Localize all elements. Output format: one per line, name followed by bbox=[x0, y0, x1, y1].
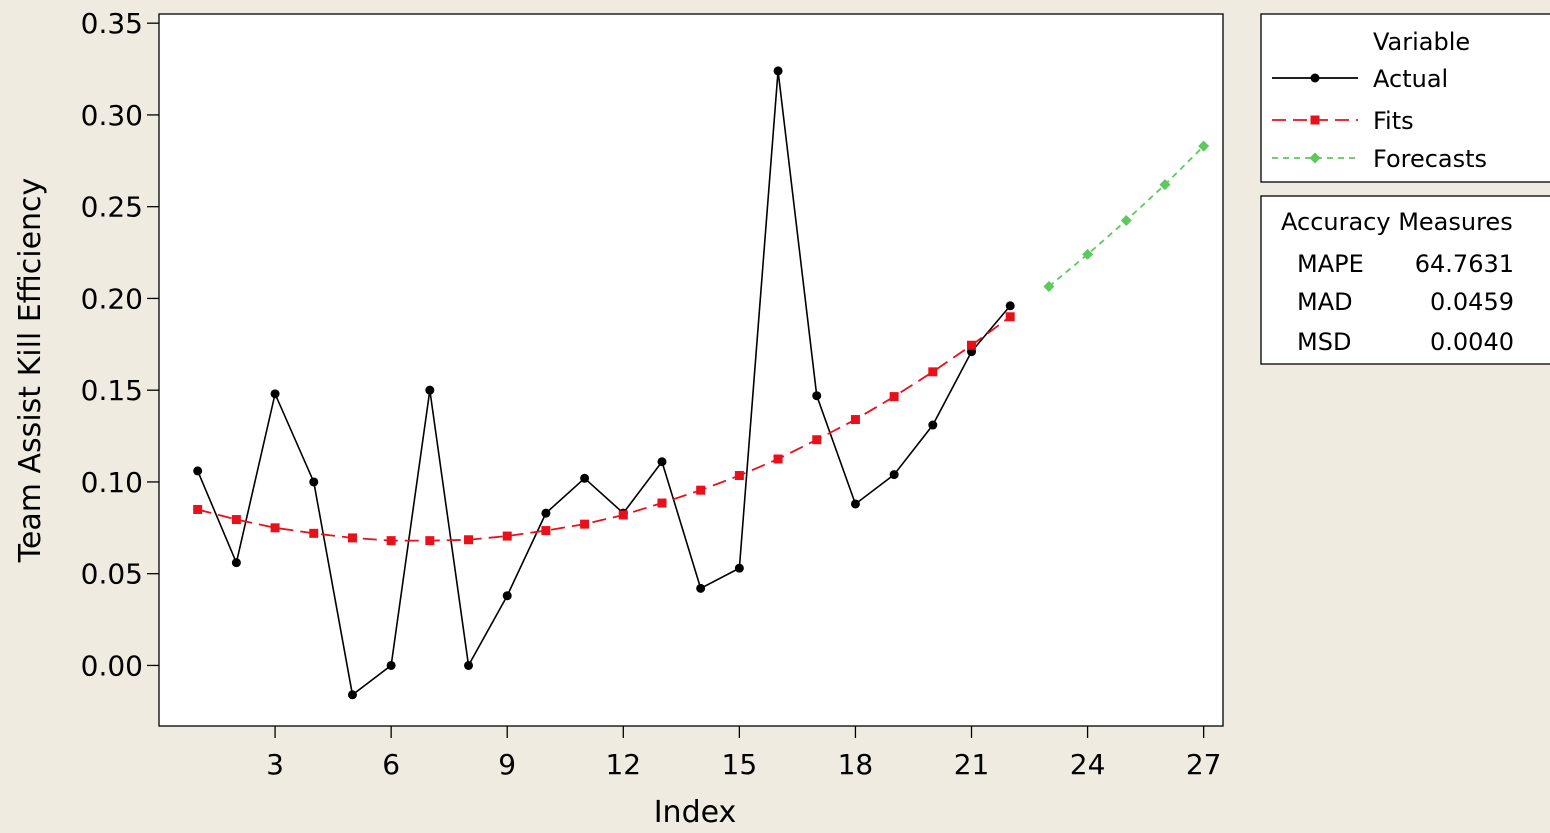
plot-area bbox=[158, 13, 1224, 727]
actual-point bbox=[580, 473, 590, 483]
fits-point bbox=[386, 536, 396, 546]
x-tick-label: 12 bbox=[605, 748, 641, 781]
legend-entries: Actual Fits Forecasts bbox=[1272, 65, 1487, 173]
fits-point bbox=[347, 533, 357, 543]
forecasts-point bbox=[1043, 281, 1055, 293]
y-tick-label: 0.25 bbox=[81, 191, 143, 224]
fits-point bbox=[734, 471, 744, 481]
mape-label: MAPE bbox=[1297, 250, 1364, 278]
legend-marker-actual bbox=[1310, 73, 1320, 83]
fits-point bbox=[657, 498, 667, 508]
y-axis-label: Team Assist Kill Efficiency bbox=[13, 178, 48, 564]
fits-point bbox=[850, 415, 860, 425]
legend-label-forecasts: Forecasts bbox=[1373, 145, 1487, 173]
y-tick-label: 0.20 bbox=[81, 282, 143, 315]
actual-point bbox=[231, 558, 241, 568]
y-tick-label: 0.30 bbox=[81, 99, 143, 132]
fits-point bbox=[889, 392, 899, 402]
fits-point bbox=[696, 485, 706, 495]
actual-point bbox=[889, 470, 899, 480]
actual-point bbox=[386, 660, 396, 670]
forecasts-series bbox=[1043, 140, 1210, 293]
actual-point bbox=[425, 385, 435, 395]
actual-point bbox=[1005, 301, 1015, 311]
y-tick-label: 0.00 bbox=[81, 649, 143, 682]
actual-point bbox=[773, 66, 783, 76]
mad-value: 0.0459 bbox=[1430, 288, 1514, 316]
legend-box bbox=[1260, 13, 1550, 183]
y-tick-label: 0.05 bbox=[81, 558, 143, 591]
fits-point bbox=[541, 526, 551, 536]
legend-marker-fits bbox=[1310, 115, 1320, 125]
y-axis: 0.00 0.05 0.10 0.15 0.20 0.25 0.30 0.35 bbox=[81, 7, 159, 682]
fits-point bbox=[425, 536, 435, 546]
actual-point bbox=[347, 690, 357, 700]
accuracy-measures: Accuracy Measures MAPE 64.7631 MAD 0.045… bbox=[1260, 195, 1550, 365]
fits-point bbox=[618, 510, 628, 520]
actual-point bbox=[734, 563, 744, 573]
fits-point bbox=[1005, 312, 1015, 322]
msd-label: MSD bbox=[1297, 328, 1351, 356]
y-tick-label: 0.15 bbox=[81, 374, 143, 407]
fits-point bbox=[812, 435, 822, 445]
x-tick-label: 24 bbox=[1070, 748, 1106, 781]
x-axis-label: Index bbox=[654, 795, 737, 829]
x-tick-label: 6 bbox=[382, 748, 400, 781]
fits-point bbox=[773, 454, 783, 464]
fits-point bbox=[270, 523, 280, 533]
actual-point bbox=[850, 499, 860, 509]
actual-point bbox=[464, 660, 474, 670]
msd-value: 0.0040 bbox=[1430, 328, 1514, 356]
legend-label-actual: Actual bbox=[1373, 65, 1448, 93]
forecasts-point bbox=[1120, 214, 1132, 226]
x-tick-label: 3 bbox=[266, 748, 284, 781]
actual-point bbox=[812, 391, 822, 401]
legend-item-actual: Actual bbox=[1272, 65, 1448, 93]
mad-label: MAD bbox=[1297, 288, 1353, 316]
x-tick-label: 21 bbox=[954, 748, 990, 781]
legend-marker-forecasts bbox=[1309, 152, 1321, 164]
actual-point bbox=[309, 477, 319, 487]
fits-point bbox=[193, 504, 203, 514]
legend-title: Variable bbox=[1373, 28, 1470, 56]
y-tick-label: 0.35 bbox=[81, 7, 143, 40]
accuracy-title: Accuracy Measures bbox=[1281, 208, 1513, 236]
x-tick-label: 9 bbox=[498, 748, 516, 781]
mape-value: 64.7631 bbox=[1415, 250, 1514, 278]
actual-point bbox=[193, 466, 203, 476]
actual-point bbox=[696, 583, 706, 593]
fits-point bbox=[928, 367, 938, 377]
x-tick-label: 27 bbox=[1186, 748, 1222, 781]
actual-point bbox=[270, 389, 280, 399]
fits-point bbox=[231, 515, 241, 525]
actual-point bbox=[541, 508, 551, 518]
x-axis: 3 6 9 12 15 18 21 24 27 bbox=[266, 726, 1221, 781]
actual-point bbox=[657, 457, 667, 467]
series-layer bbox=[193, 66, 1210, 700]
forecasts-point bbox=[1082, 248, 1094, 260]
forecasts-point bbox=[1159, 179, 1171, 191]
x-tick-label: 18 bbox=[838, 748, 874, 781]
actual-point bbox=[502, 591, 512, 601]
forecasts-point bbox=[1198, 140, 1210, 152]
fits-point bbox=[309, 528, 319, 538]
fits-line bbox=[197, 316, 1011, 542]
fits-point bbox=[580, 519, 590, 529]
fits-series bbox=[193, 312, 1015, 546]
legend-label-fits: Fits bbox=[1373, 107, 1414, 135]
legend: Variable Actual Fits Forecasts bbox=[1260, 13, 1550, 183]
actual-point bbox=[928, 420, 938, 430]
fits-point bbox=[502, 531, 512, 541]
legend-item-forecasts: Forecasts bbox=[1272, 145, 1487, 173]
x-tick-label: 15 bbox=[722, 748, 758, 781]
fits-point bbox=[464, 535, 474, 545]
accuracy-box bbox=[1260, 195, 1550, 365]
legend-item-fits: Fits bbox=[1272, 107, 1414, 135]
actual-line bbox=[196, 70, 1011, 697]
y-tick-label: 0.10 bbox=[81, 466, 143, 499]
fits-point bbox=[967, 340, 977, 350]
